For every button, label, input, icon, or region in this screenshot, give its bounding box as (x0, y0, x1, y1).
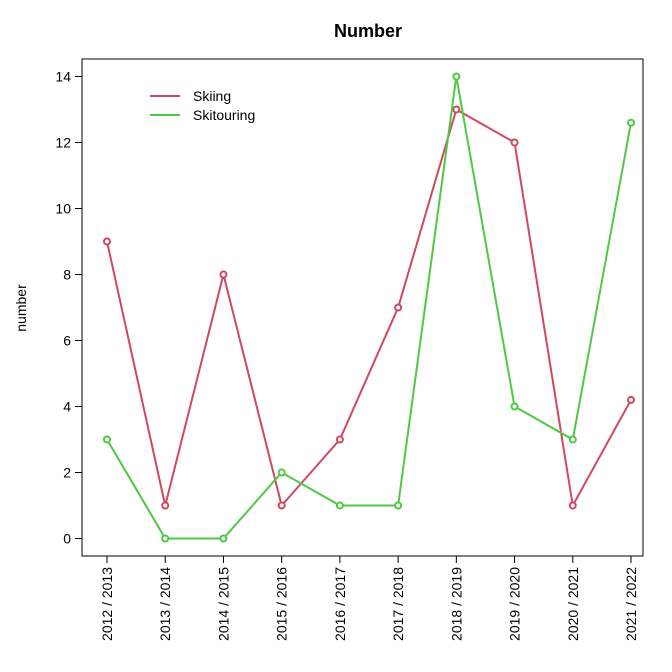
data-point-skitouring (103, 435, 111, 444)
data-point-skitouring (568, 435, 577, 444)
x-tick-label: 2014 / 2015 (215, 567, 231, 641)
x-tick-label: 2020 / 2021 (565, 567, 581, 641)
y-tick-label: 12 (55, 135, 71, 151)
series-line-skitouring (106, 76, 632, 540)
legend-label: Skiing (193, 88, 231, 104)
x-tick-label: 2021 / 2022 (623, 567, 639, 641)
data-point-skitouring (452, 72, 461, 81)
data-point-skiing (335, 435, 344, 444)
plot-frame (81, 58, 644, 557)
data-point-skiing (568, 501, 577, 510)
data-point-skitouring (219, 534, 228, 543)
y-tick-label: 2 (63, 465, 71, 481)
data-point-skiing (277, 501, 286, 510)
x-tick-label: 2019 / 2020 (507, 567, 523, 641)
y-tick-label: 0 (63, 531, 71, 547)
x-tick-label: 2015 / 2016 (274, 567, 290, 641)
legend: Skiing Skitouring (150, 88, 255, 123)
x-tick-label: 2018 / 2019 (448, 567, 464, 641)
x-tick-label: 2016 / 2017 (332, 567, 348, 641)
x-tick-label: 2012 / 2013 (99, 567, 115, 641)
data-point-skiing (510, 138, 519, 147)
x-axis: 2012 / 2013 2013 / 2014 2014 / 2015 2015 / … (99, 556, 639, 641)
data-point-skiing (452, 105, 461, 114)
data-point-skitouring (161, 534, 170, 543)
data-point-skitouring (277, 468, 286, 477)
x-tick-label: 2013 / 2014 (157, 567, 173, 641)
data-point-skitouring (627, 118, 635, 127)
chart-title: Number (334, 21, 402, 41)
y-tick-label: 14 (55, 69, 71, 85)
data-point-skitouring (394, 501, 403, 510)
legend-label: Skitouring (193, 107, 255, 123)
data-point-skiing (219, 270, 228, 279)
data-point-skitouring (335, 501, 344, 510)
y-tick-label: 6 (63, 333, 71, 349)
series-layer (103, 72, 635, 543)
y-tick-label: 4 (63, 399, 71, 415)
data-point-skiing (103, 237, 111, 246)
x-tick-label: 2017 / 2018 (390, 567, 406, 641)
y-axis-label: number (13, 284, 29, 332)
data-point-skiing (394, 303, 403, 312)
y-tick-label: 10 (55, 201, 71, 217)
y-tick-label: 8 (63, 267, 71, 283)
data-point-skiing (627, 395, 635, 404)
y-axis: 0 2 4 6 8 10 12 14 (55, 69, 82, 547)
series-line-skiing (106, 108, 632, 509)
data-point-skitouring (510, 402, 519, 411)
data-point-skiing (161, 501, 170, 510)
